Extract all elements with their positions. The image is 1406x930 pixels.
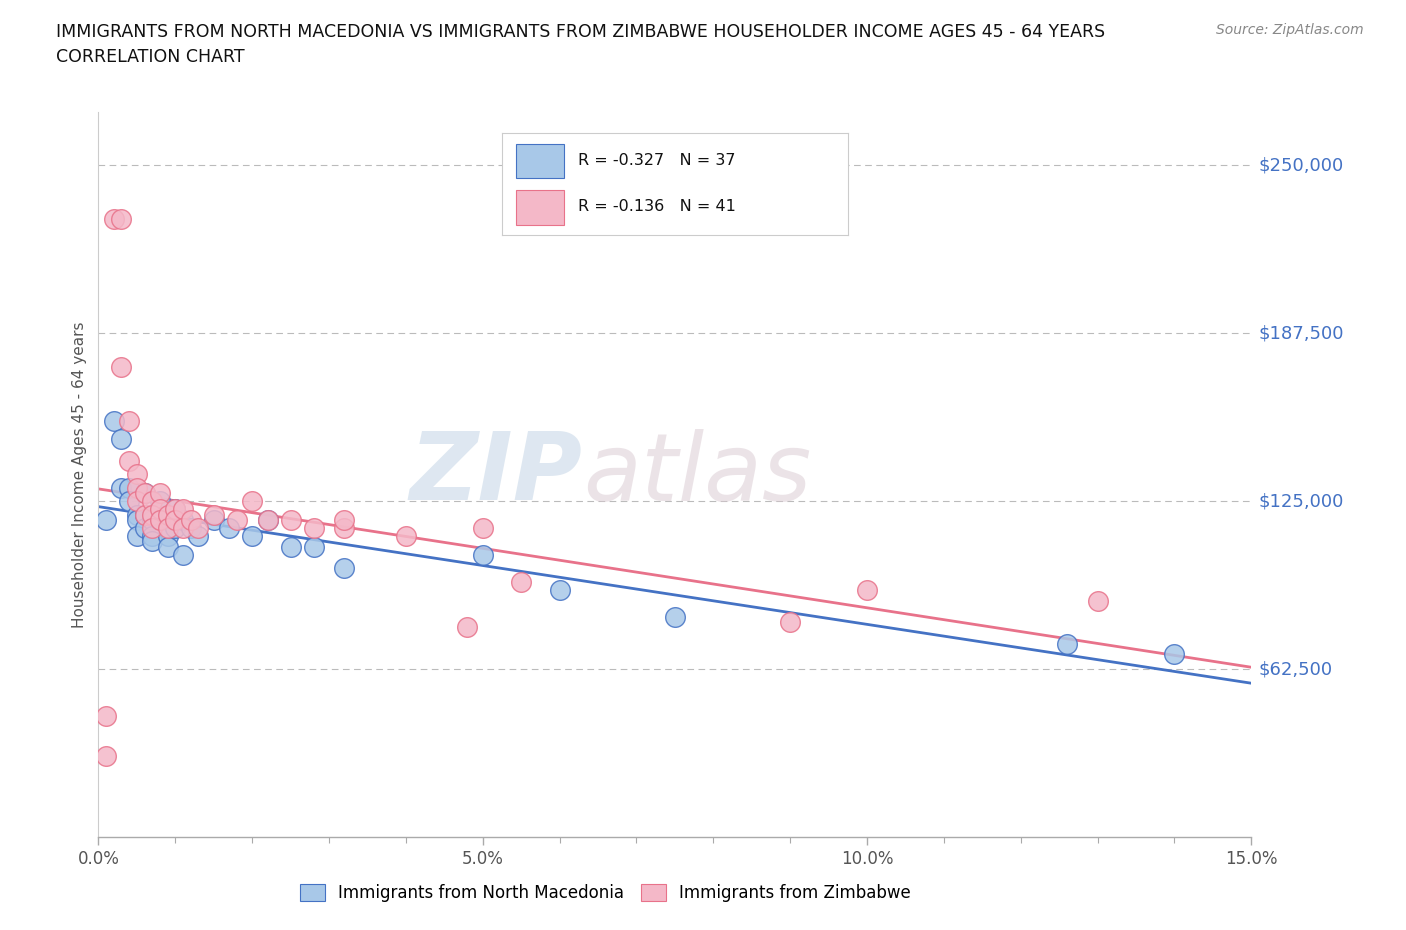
Point bbox=[187, 521, 209, 536]
Point bbox=[856, 582, 879, 597]
Point bbox=[125, 512, 148, 527]
Point bbox=[125, 480, 148, 495]
Text: Source: ZipAtlas.com: Source: ZipAtlas.com bbox=[1216, 23, 1364, 37]
Point bbox=[125, 507, 148, 522]
Point bbox=[333, 512, 356, 527]
Point bbox=[110, 432, 132, 446]
Text: CORRELATION CHART: CORRELATION CHART bbox=[56, 48, 245, 66]
Point bbox=[180, 521, 202, 536]
Point bbox=[225, 512, 247, 527]
Point bbox=[510, 575, 533, 590]
Point bbox=[240, 528, 263, 543]
Point bbox=[333, 521, 356, 536]
Point bbox=[240, 494, 263, 509]
Point bbox=[280, 512, 302, 527]
Point bbox=[134, 507, 156, 522]
Point bbox=[149, 512, 172, 527]
Point bbox=[395, 528, 418, 543]
Point bbox=[471, 521, 494, 536]
Point bbox=[125, 528, 148, 543]
Point bbox=[548, 582, 571, 597]
Point bbox=[118, 480, 141, 495]
Point bbox=[141, 534, 163, 549]
Point bbox=[94, 709, 117, 724]
Point bbox=[134, 485, 156, 500]
Point bbox=[141, 521, 163, 536]
Point bbox=[103, 212, 125, 227]
Point bbox=[156, 539, 179, 554]
Point bbox=[187, 528, 209, 543]
Point bbox=[302, 521, 325, 536]
Text: $125,000: $125,000 bbox=[1258, 492, 1344, 511]
Point bbox=[172, 521, 194, 536]
Point bbox=[134, 485, 156, 500]
Point bbox=[118, 454, 141, 469]
Point bbox=[202, 512, 225, 527]
Y-axis label: Householder Income Ages 45 - 64 years: Householder Income Ages 45 - 64 years bbox=[72, 321, 87, 628]
Point bbox=[471, 548, 494, 563]
Point bbox=[125, 467, 148, 482]
Point bbox=[156, 507, 179, 522]
Point bbox=[1056, 636, 1078, 651]
Point bbox=[172, 548, 194, 563]
Point bbox=[94, 749, 117, 764]
Text: IMMIGRANTS FROM NORTH MACEDONIA VS IMMIGRANTS FROM ZIMBABWE HOUSEHOLDER INCOME A: IMMIGRANTS FROM NORTH MACEDONIA VS IMMIG… bbox=[56, 23, 1105, 41]
Point bbox=[94, 512, 117, 527]
Point bbox=[165, 521, 187, 536]
Point bbox=[149, 502, 172, 517]
Point bbox=[180, 512, 202, 527]
Text: $187,500: $187,500 bbox=[1258, 325, 1344, 342]
Point bbox=[118, 494, 141, 509]
Point bbox=[256, 512, 278, 527]
Point bbox=[149, 494, 172, 509]
Point bbox=[664, 609, 686, 624]
Point bbox=[110, 480, 132, 495]
Point bbox=[141, 494, 163, 509]
Text: ZIP: ZIP bbox=[409, 429, 582, 520]
Point bbox=[280, 539, 302, 554]
Legend: Immigrants from North Macedonia, Immigrants from Zimbabwe: Immigrants from North Macedonia, Immigra… bbox=[294, 877, 918, 909]
Point bbox=[456, 620, 478, 635]
Point bbox=[156, 528, 179, 543]
Point bbox=[110, 359, 132, 374]
Point bbox=[165, 502, 187, 517]
Point bbox=[165, 512, 187, 527]
Point bbox=[256, 512, 278, 527]
Point bbox=[218, 521, 240, 536]
Point bbox=[149, 512, 172, 527]
Point bbox=[156, 521, 179, 536]
Point bbox=[134, 507, 156, 522]
Point bbox=[134, 521, 156, 536]
Point bbox=[302, 539, 325, 554]
Point bbox=[149, 485, 172, 500]
Point bbox=[103, 413, 125, 428]
Point bbox=[141, 512, 163, 527]
Point bbox=[125, 494, 148, 509]
Point bbox=[165, 502, 187, 517]
Text: $250,000: $250,000 bbox=[1258, 156, 1344, 174]
Point bbox=[779, 615, 801, 630]
Point bbox=[110, 212, 132, 227]
Point bbox=[333, 561, 356, 576]
Point bbox=[118, 413, 141, 428]
Point bbox=[172, 502, 194, 517]
Point bbox=[202, 507, 225, 522]
Point bbox=[1163, 647, 1185, 662]
Text: $62,500: $62,500 bbox=[1258, 660, 1333, 678]
Point bbox=[141, 528, 163, 543]
Text: atlas: atlas bbox=[582, 429, 811, 520]
Point bbox=[1087, 593, 1109, 608]
Point bbox=[141, 507, 163, 522]
Point bbox=[172, 512, 194, 527]
